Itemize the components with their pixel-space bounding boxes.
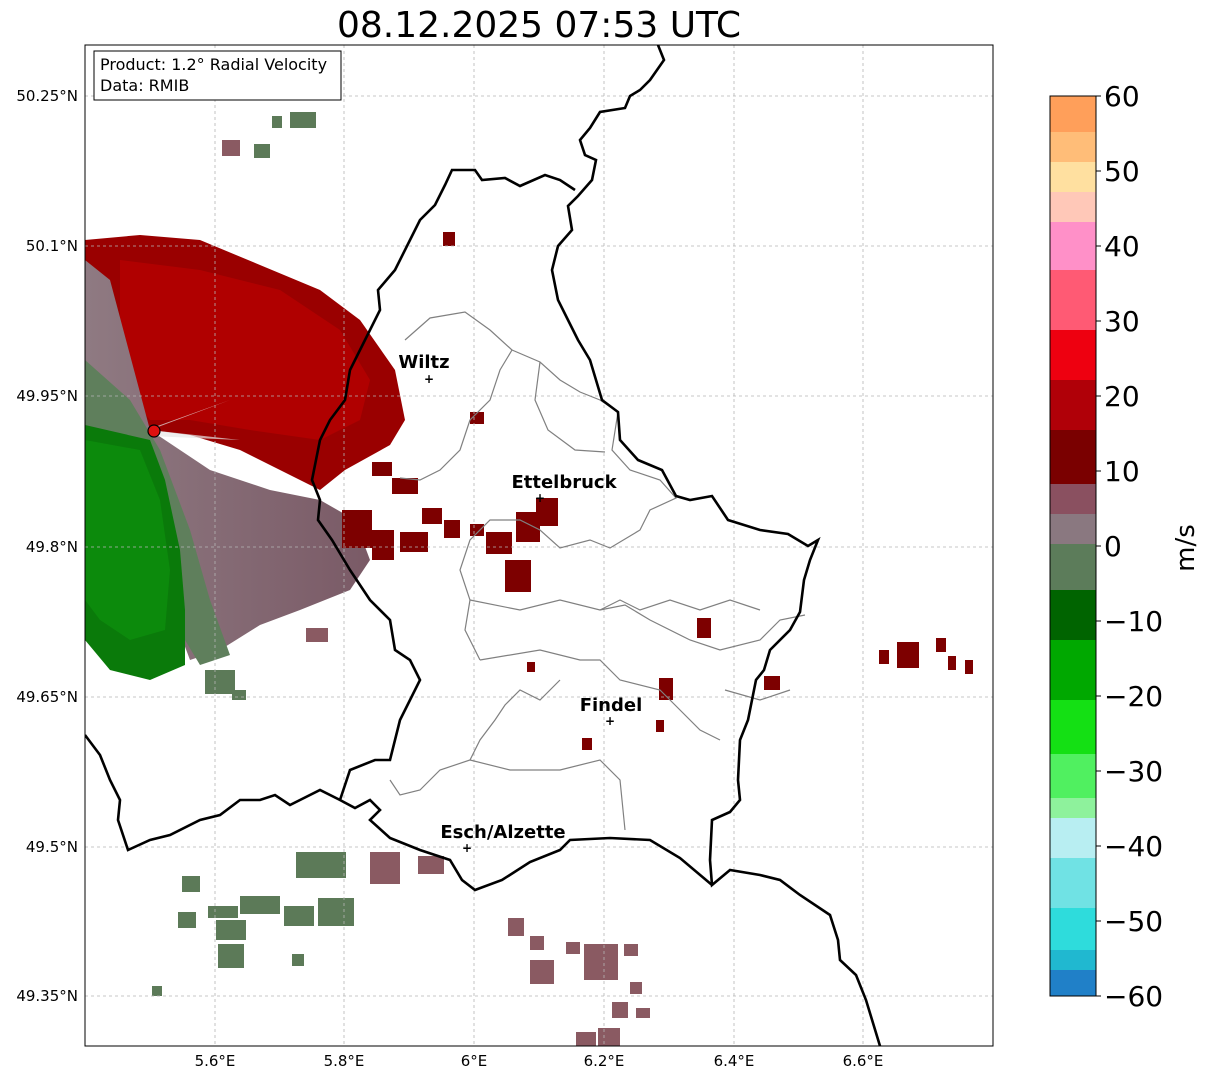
city-markers: + Wiltz + Ettelbruck + Findel + Esch/Alz… <box>398 352 642 855</box>
x-tick-label: 6°E <box>461 1052 488 1070</box>
info-box: Product: 1.2° Radial Velocity Data: RMIB <box>93 50 342 101</box>
city-label: Esch/Alzette <box>440 822 565 843</box>
colorbar-teal <box>1050 950 1096 970</box>
colorbar-tick: −30 <box>1104 755 1163 788</box>
city-marker-plus: + <box>605 714 615 728</box>
colorbar-pink <box>1050 222 1096 270</box>
colorbar-tick: 30 <box>1104 305 1140 338</box>
colorbar-deep-red <box>1050 380 1096 430</box>
colorbar-pale-pink <box>1050 192 1096 222</box>
outbound-velocity-core <box>120 260 370 440</box>
colorbar-brown <box>1050 484 1096 514</box>
x-tick-label: 6.6°E <box>843 1052 884 1070</box>
y-tick-label: 49.8°N <box>26 538 78 556</box>
colorbar-orange <box>1050 96 1096 132</box>
neutral-velocity-region <box>85 260 370 660</box>
colorbar-pale-cyan <box>1050 818 1096 858</box>
x-tick-label: 6.4°E <box>714 1052 755 1070</box>
x-tick-label: 5.6°E <box>195 1052 236 1070</box>
colorbar-light-green <box>1050 798 1096 818</box>
colorbar-tick: −10 <box>1104 605 1163 638</box>
colorbar-tick: −60 <box>1104 980 1163 1013</box>
colorbar-cyan <box>1050 908 1096 950</box>
colorbar-tick: 0 <box>1104 530 1122 563</box>
info-product: Product: 1.2° Radial Velocity <box>100 55 327 74</box>
x-axis-ticks: 5.6°E 5.8°E 6°E 6.2°E 6.4°E 6.6°E <box>195 1052 884 1070</box>
colorbar: 60 50 40 30 20 10 0 −10 −20 −30 −40 −50 … <box>1049 80 1201 1013</box>
colorbar-tick: 50 <box>1104 155 1140 188</box>
city-marker-plus: + <box>462 841 472 855</box>
colorbar-rose <box>1050 270 1096 330</box>
colorbar-tick: −20 <box>1104 680 1163 713</box>
y-tick-label: 50.1°N <box>26 237 78 255</box>
radar-center-clutter <box>150 400 240 440</box>
city-label: Ettelbruck <box>511 472 617 493</box>
colorbar-light-cyan <box>1050 858 1096 908</box>
colorbar-lime <box>1050 754 1096 798</box>
colorbar-red <box>1050 330 1096 380</box>
colorbar-peach <box>1050 132 1096 162</box>
city-marker-plus: + <box>424 372 434 386</box>
city-ettelbruck: + Ettelbruck <box>511 472 617 505</box>
info-data-source: Data: RMIB <box>100 76 189 95</box>
city-label: Findel <box>580 695 643 716</box>
city-label: Wiltz <box>398 352 449 373</box>
y-tick-label: 49.95°N <box>16 387 78 405</box>
colorbar-tick: −40 <box>1104 830 1163 863</box>
scattered-cells-grey-green <box>152 112 354 996</box>
canton-boundaries <box>389 311 806 831</box>
colorbar-bright-green <box>1050 700 1096 754</box>
city-marker-plus: + <box>535 491 545 505</box>
y-tick-label: 50.25°N <box>16 87 78 105</box>
colorbar-light-peach <box>1050 162 1096 192</box>
colorbar-tick: 40 <box>1104 230 1140 263</box>
y-axis-ticks: 50.25°N 50.1°N 49.95°N 49.8°N 49.65°N 49… <box>16 87 78 1005</box>
colorbar-ticks: 60 50 40 30 20 10 0 −10 −20 −30 −40 −50 … <box>1104 80 1163 1013</box>
y-tick-label: 49.35°N <box>16 987 78 1005</box>
city-wiltz: + Wiltz <box>398 352 449 386</box>
radar-site-marker <box>147 424 161 438</box>
colorbar-blue <box>1050 970 1096 996</box>
scattered-cells-mauve <box>222 140 650 1046</box>
colorbar-tick: 20 <box>1104 380 1140 413</box>
colorbar-dark-red <box>1050 430 1096 484</box>
y-tick-label: 49.65°N <box>16 688 78 706</box>
colorbar-tick-marks <box>1096 95 1101 997</box>
x-tick-label: 6.2°E <box>584 1052 625 1070</box>
inbound-velocity-core <box>85 440 170 640</box>
national-borders <box>85 45 882 1046</box>
colorbar-tick: −50 <box>1104 905 1163 938</box>
colorbar-green <box>1050 640 1096 700</box>
city-findel: + Findel <box>580 695 643 728</box>
map-title: 08.12.2025 07:53 UTC <box>336 5 742 46</box>
colorbar-tick: 60 <box>1104 80 1140 113</box>
x-tick-label: 5.8°E <box>324 1052 365 1070</box>
colorbar-grey-green <box>1050 544 1096 590</box>
city-esch-alzette: + Esch/Alzette <box>440 822 565 855</box>
colorbar-label: m/s <box>1171 524 1201 572</box>
y-tick-label: 49.5°N <box>26 838 78 856</box>
colorbar-tick: 10 <box>1104 455 1140 488</box>
plot-frame <box>84 44 994 1047</box>
colorbar-dark-green <box>1050 590 1096 640</box>
colorbar-mauve <box>1050 514 1096 544</box>
